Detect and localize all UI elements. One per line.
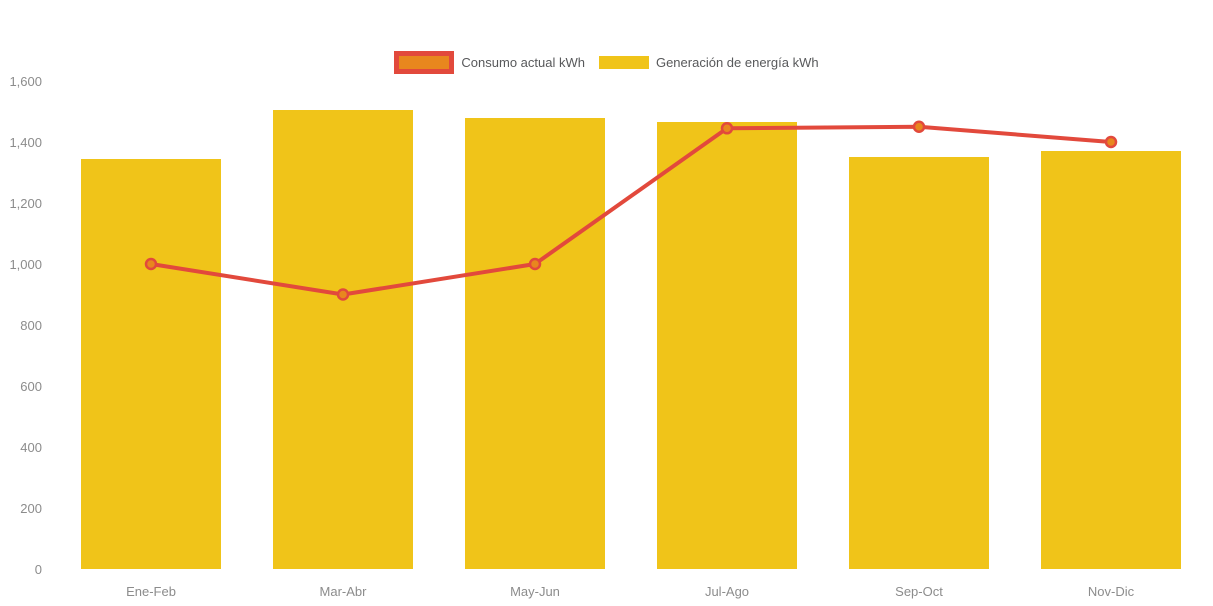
generacion-bar-swatch-icon <box>598 56 649 69</box>
legend-item-consumo[interactable]: Consumo actual kWh <box>394 51 585 74</box>
y-tick-label: 0 <box>34 561 42 577</box>
consumo-line-swatch-icon <box>394 51 455 74</box>
bar-Ene-Feb <box>81 158 221 569</box>
bar-Mar-Abr <box>273 109 413 569</box>
line-point <box>336 288 350 301</box>
x-axis: Ene-Feb Mar-Abr May-Jun Jul-Ago Sep-Oct Nov-D… <box>55 584 1207 599</box>
x-tick-label: Ene-Feb <box>126 584 176 599</box>
y-tick-label: 600 <box>20 378 42 394</box>
y-tick-label: 400 <box>20 439 42 455</box>
line-point <box>144 257 158 271</box>
x-tick-label: Mar-Abr <box>319 584 367 599</box>
bar-Nov-Dic <box>1041 151 1181 569</box>
y-tick-label: 1,000 <box>9 256 42 272</box>
line-point <box>528 257 542 271</box>
y-tick-label: 1,200 <box>9 195 42 211</box>
bar-May-Jun <box>465 117 605 569</box>
y-tick-label: 1,400 <box>9 134 42 150</box>
legend-label-generacion: Generación de energía kWh <box>655 55 819 70</box>
x-tick-label: Sep-Oct <box>895 584 943 599</box>
y-tick-label: 200 <box>20 500 42 516</box>
y-axis: 0 200 400 600 800 1,000 1,200 1,400 1,600 <box>0 0 42 606</box>
legend-item-generacion[interactable]: Generación de energía kWh <box>598 55 819 70</box>
line-point <box>1104 135 1118 149</box>
line-point <box>912 120 926 133</box>
chart-legend: Consumo actual kWh Generación de energía… <box>0 51 1213 74</box>
plot-area <box>55 81 1207 569</box>
consumo-line <box>149 124 1113 297</box>
bar-Jul-Ago <box>657 122 797 569</box>
y-tick-label: 1,600 <box>9 73 42 89</box>
bar-Sep-Oct <box>849 157 989 569</box>
legend-label-consumo: Consumo actual kWh <box>461 55 585 70</box>
line-series-consumo <box>144 120 1118 301</box>
x-tick-label: May-Jun <box>510 584 560 599</box>
line-point <box>720 122 734 135</box>
x-tick-label: Jul-Ago <box>704 584 750 599</box>
y-tick-label: 800 <box>20 317 42 333</box>
x-tick-label: Nov-Dic <box>1087 584 1135 599</box>
